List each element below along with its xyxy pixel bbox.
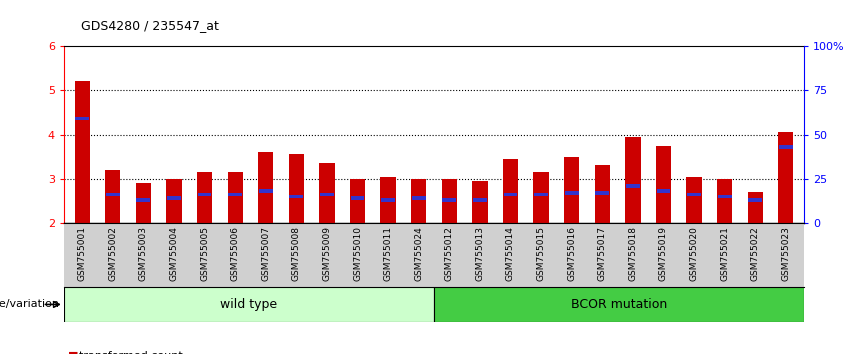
Text: GDS4280 / 235547_at: GDS4280 / 235547_at <box>81 19 219 32</box>
Text: GSM755003: GSM755003 <box>139 226 148 281</box>
Bar <box>443 198 456 202</box>
Bar <box>381 198 395 202</box>
Bar <box>289 195 303 198</box>
Bar <box>564 156 580 223</box>
Text: GSM755002: GSM755002 <box>108 226 117 281</box>
Bar <box>534 172 549 223</box>
Text: GSM755006: GSM755006 <box>231 226 240 281</box>
Bar <box>473 198 487 202</box>
Bar <box>228 193 242 196</box>
Text: GSM755007: GSM755007 <box>261 226 271 281</box>
Bar <box>106 193 120 196</box>
Text: genotype/variation: genotype/variation <box>0 299 60 309</box>
Bar <box>167 196 181 200</box>
Bar <box>259 189 272 193</box>
Bar <box>351 196 364 200</box>
Bar <box>442 179 457 223</box>
Text: BCOR mutation: BCOR mutation <box>571 298 667 311</box>
Text: GSM755018: GSM755018 <box>628 226 637 281</box>
Bar <box>779 145 793 149</box>
Text: GSM755023: GSM755023 <box>781 226 791 281</box>
Bar <box>504 193 517 196</box>
Bar <box>656 145 671 223</box>
Bar <box>657 189 671 193</box>
Text: GSM755005: GSM755005 <box>200 226 209 281</box>
Bar <box>472 181 488 223</box>
Bar <box>596 191 609 195</box>
Bar <box>687 177 702 223</box>
Bar <box>197 172 212 223</box>
Bar <box>717 179 733 223</box>
Text: GSM755008: GSM755008 <box>292 226 301 281</box>
Text: ■: ■ <box>68 351 78 354</box>
Bar <box>626 184 640 188</box>
Bar <box>227 172 243 223</box>
Bar <box>106 170 121 223</box>
Text: GSM755024: GSM755024 <box>414 226 423 281</box>
Bar <box>717 195 732 198</box>
Bar <box>380 177 396 223</box>
Bar <box>258 152 273 223</box>
Text: GSM755019: GSM755019 <box>659 226 668 281</box>
Text: GSM755016: GSM755016 <box>567 226 576 281</box>
Bar <box>288 154 304 223</box>
Text: GSM755015: GSM755015 <box>537 226 545 281</box>
Bar <box>319 163 334 223</box>
Bar <box>412 196 426 200</box>
Text: transformed count: transformed count <box>79 351 183 354</box>
Bar <box>166 179 181 223</box>
Text: GSM755020: GSM755020 <box>689 226 699 281</box>
Text: GSM755014: GSM755014 <box>506 226 515 281</box>
Bar <box>748 198 762 202</box>
Text: GSM755004: GSM755004 <box>169 226 179 281</box>
Bar <box>411 179 426 223</box>
Text: GSM755022: GSM755022 <box>751 226 760 281</box>
Bar <box>595 166 610 223</box>
Bar <box>747 192 762 223</box>
Text: GSM755009: GSM755009 <box>323 226 331 281</box>
Text: GSM755012: GSM755012 <box>445 226 454 281</box>
Bar <box>534 193 548 196</box>
Bar <box>320 193 334 196</box>
Bar <box>136 198 151 202</box>
Bar <box>565 191 579 195</box>
Text: GSM755013: GSM755013 <box>476 226 484 281</box>
Text: GSM755011: GSM755011 <box>384 226 392 281</box>
Bar <box>135 183 151 223</box>
Bar <box>503 159 518 223</box>
Text: GSM755001: GSM755001 <box>77 226 87 281</box>
Bar <box>75 117 89 120</box>
Bar <box>625 137 641 223</box>
Bar <box>778 132 793 223</box>
Text: GSM755010: GSM755010 <box>353 226 362 281</box>
Bar <box>197 193 211 196</box>
Bar <box>64 287 434 322</box>
Bar <box>350 179 365 223</box>
Text: GSM755021: GSM755021 <box>720 226 729 281</box>
Text: GSM755017: GSM755017 <box>597 226 607 281</box>
Bar <box>75 81 90 223</box>
Bar <box>434 287 804 322</box>
Text: wild type: wild type <box>220 298 277 311</box>
Bar <box>687 193 701 196</box>
